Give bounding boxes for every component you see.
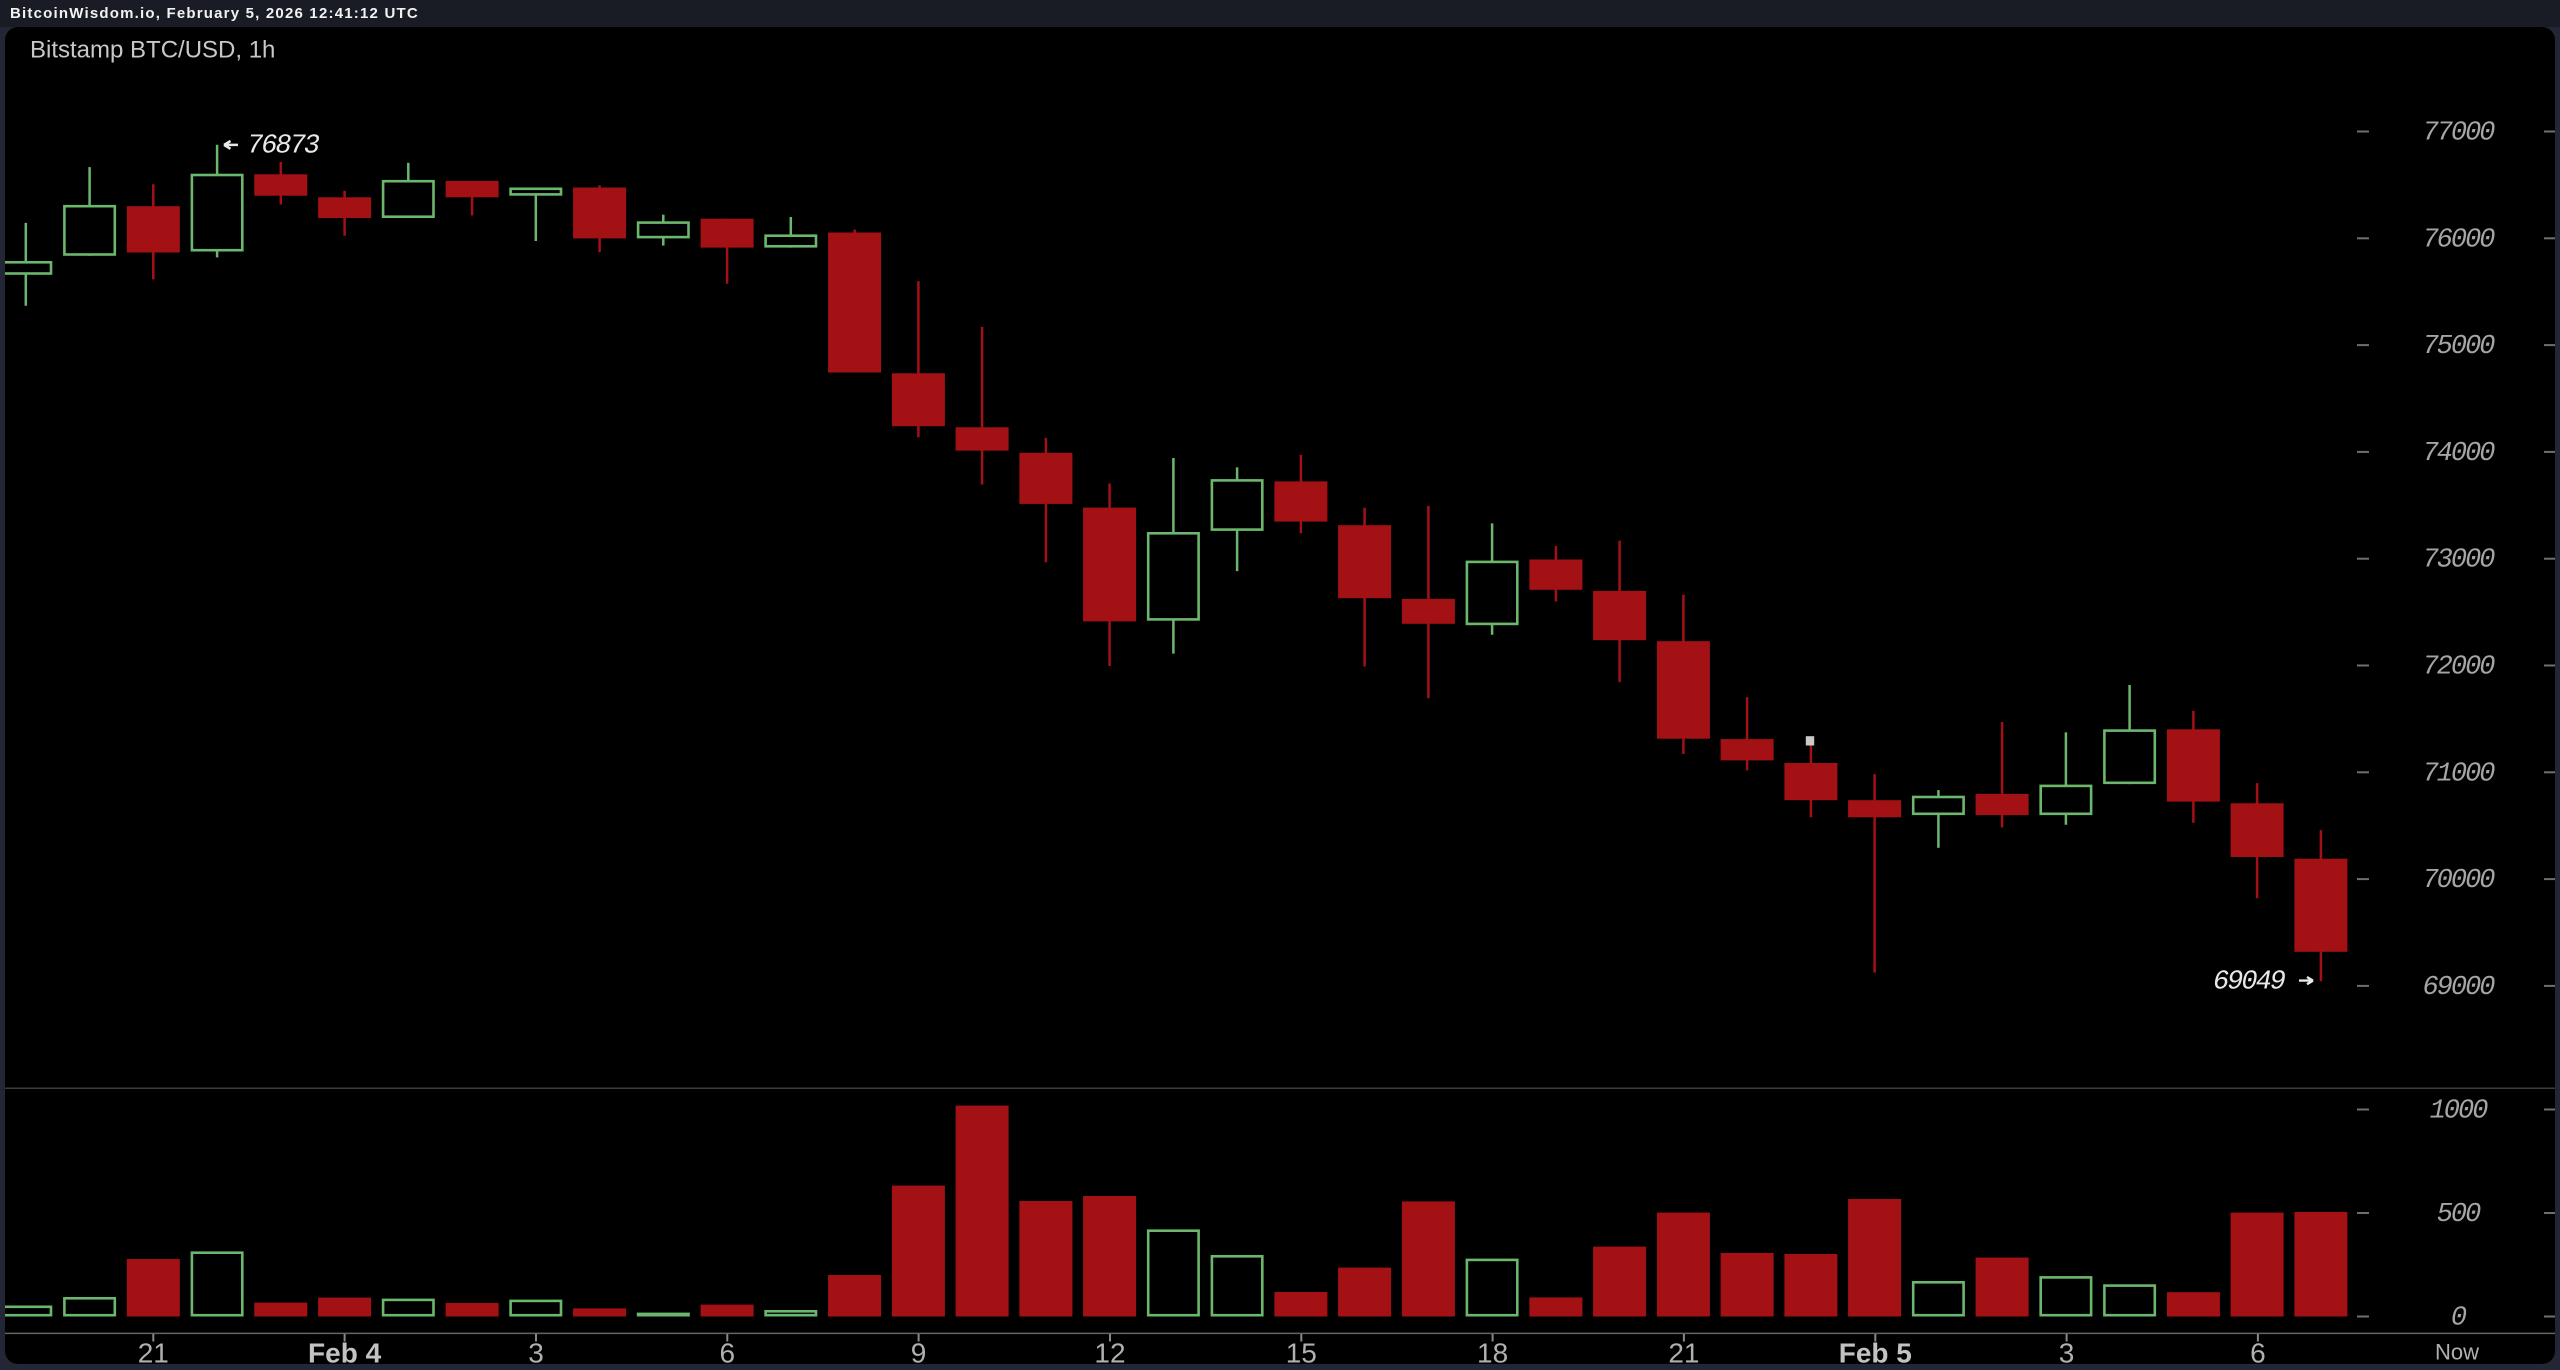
svg-text:Feb 5: Feb 5 — [1839, 1338, 1912, 1369]
svg-text:0: 0 — [2451, 1304, 2467, 1334]
svg-text:18: 18 — [1477, 1338, 1508, 1369]
svg-text:1000: 1000 — [2430, 1097, 2489, 1127]
svg-text:74000: 74000 — [2422, 439, 2495, 469]
svg-text:15: 15 — [1286, 1338, 1317, 1369]
svg-text:72000: 72000 — [2422, 653, 2495, 683]
svg-text:70000: 70000 — [2422, 866, 2495, 896]
svg-text:6: 6 — [720, 1338, 736, 1369]
svg-text:3: 3 — [2059, 1338, 2075, 1369]
svg-text:9: 9 — [911, 1338, 927, 1369]
svg-text:3: 3 — [528, 1338, 544, 1369]
svg-text:75000: 75000 — [2422, 332, 2495, 362]
svg-text:69000: 69000 — [2422, 973, 2495, 1003]
svg-text:76873: 76873 — [247, 131, 320, 161]
svg-text:71000: 71000 — [2422, 759, 2495, 789]
svg-text:Now: Now — [2435, 1340, 2479, 1365]
svg-text:69049: 69049 — [2213, 968, 2286, 998]
svg-text:77000: 77000 — [2422, 119, 2495, 149]
svg-text:73000: 73000 — [2422, 546, 2495, 576]
svg-text:76000: 76000 — [2422, 225, 2495, 255]
svg-text:12: 12 — [1094, 1338, 1125, 1369]
svg-text:500: 500 — [2437, 1200, 2481, 1230]
svg-text:6: 6 — [2250, 1338, 2266, 1369]
svg-text:Feb 4: Feb 4 — [308, 1338, 382, 1369]
svg-text:21: 21 — [138, 1338, 169, 1369]
svg-text:21: 21 — [1668, 1338, 1699, 1369]
svg-text:Bitstamp BTC/USD, 1h: Bitstamp BTC/USD, 1h — [30, 37, 275, 64]
